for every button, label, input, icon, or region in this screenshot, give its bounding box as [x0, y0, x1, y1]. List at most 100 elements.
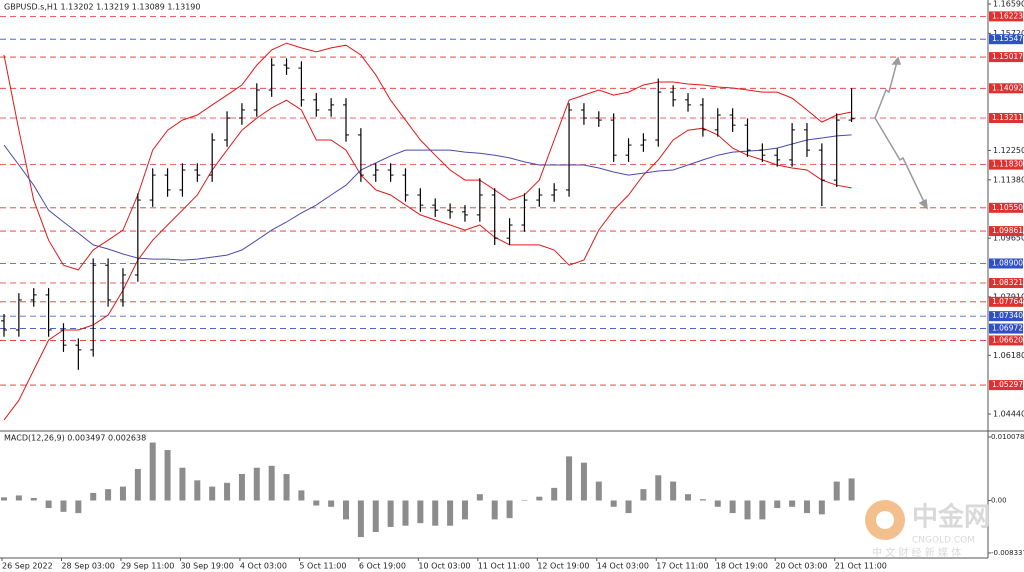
y-tick-label: 1.16590: [993, 0, 1024, 9]
x-tick-label: 14 Oct 03:00: [597, 562, 649, 571]
x-tick-label: 17 Oct 11:00: [656, 562, 708, 571]
macd-bar: [640, 489, 647, 501]
level-tag: [989, 278, 1023, 289]
arrow-head: [891, 56, 902, 65]
x-tick-label: 11 Oct 11:00: [478, 562, 530, 571]
y-tick-label: -0.008337: [991, 549, 1024, 557]
x-tick-label: 12 Oct 19:00: [537, 562, 589, 571]
level-tag: [989, 83, 1023, 94]
level-label: 1.09861: [992, 226, 1023, 235]
y-tick-label: 0.00: [991, 496, 1007, 504]
arrow-down: [874, 117, 928, 209]
level-label: 1.07764: [992, 297, 1023, 306]
y-tick-label: 1.09650: [993, 234, 1024, 243]
macd-title: MACD(12,26,9) 0.003497 0.002638: [4, 434, 146, 443]
x-tick-label: 4 Oct 03:00: [240, 562, 287, 571]
macd-bar: [447, 500, 454, 526]
watermark-tagline: 中 文 财 经 新 媒 体: [872, 546, 961, 559]
macd-bar: [164, 450, 171, 501]
macd-bar: [566, 456, 573, 501]
macd-bar: [328, 500, 335, 507]
level-tag: [989, 226, 1023, 237]
macd-bar: [491, 500, 498, 520]
macd-bar: [774, 500, 781, 509]
level-label: 1.08321: [992, 278, 1023, 287]
x-tick-label: 28 Sep 03:00: [61, 562, 114, 571]
level-tag: [989, 159, 1023, 170]
macd-bar: [179, 467, 186, 501]
x-tick-label: 30 Sep 19:00: [180, 562, 233, 571]
level-tag: [989, 323, 1023, 334]
macd-bar: [417, 500, 424, 524]
macd-bar: [580, 462, 587, 501]
macd-bar: [476, 494, 483, 501]
macd-bar: [699, 499, 706, 501]
macd-bar: [670, 481, 677, 501]
macd-bar: [134, 468, 141, 501]
macd-bar: [75, 500, 82, 514]
level-label: 1.08900: [992, 258, 1023, 267]
indicator-line: [3, 99, 852, 421]
macd-bar: [744, 500, 751, 520]
price-pane: [0, 15, 988, 421]
x-tick-label: 26 Sep 2022: [2, 562, 53, 571]
macd-bar: [298, 490, 305, 501]
macd-bar: [194, 480, 201, 501]
level-tag: [989, 113, 1023, 124]
y-tick-label: 1.15720: [993, 29, 1024, 38]
level-label: 1.15547: [992, 34, 1023, 43]
y-tick-label: 0.010078: [991, 433, 1024, 441]
macd-bar: [149, 442, 156, 501]
macd-bar: [610, 500, 617, 507]
watermark-logo-inner: [876, 511, 894, 529]
macd-bar: [625, 500, 632, 514]
level-label: 1.11830: [992, 160, 1023, 169]
macd-bar: [818, 500, 825, 515]
macd-bar: [759, 500, 766, 520]
y-tick-label: 1.06180: [993, 351, 1024, 360]
macd-bar: [402, 500, 409, 526]
macd-bar: [432, 500, 439, 526]
macd-bar: [357, 500, 364, 538]
macd-bar: [105, 489, 112, 501]
indicator-line: [3, 42, 852, 271]
level-tag: [989, 258, 1023, 269]
macd-bar: [551, 487, 558, 501]
chart-title: GBPUSD.s,H1 1.13202 1.13219 1.13089 1.13…: [4, 3, 200, 12]
x-tick-label: 20 Oct 03:00: [775, 562, 827, 571]
macd-bar: [1, 497, 7, 501]
level-label: 1.06620: [992, 335, 1023, 344]
level-label: 1.10550: [992, 203, 1023, 212]
macd-bar: [119, 486, 126, 501]
macd-bar: [833, 481, 840, 501]
level-label: 1.14092: [992, 83, 1023, 92]
macd-bar: [283, 474, 290, 501]
macd-bar: [729, 500, 736, 514]
y-tick-label: 1.12250: [993, 146, 1024, 155]
macd-bar: [536, 496, 543, 501]
x-tick-label: 5 Oct 11:00: [299, 562, 346, 571]
level-tag: [989, 296, 1023, 307]
level-label: 1.05297: [992, 380, 1023, 389]
level-label: 1.16223: [992, 11, 1023, 20]
macd-bar: [253, 467, 260, 501]
x-tick-label: 10 Oct 03:00: [418, 562, 470, 571]
macd-bar: [685, 494, 692, 501]
level-tag: [989, 202, 1023, 213]
watermark-name: 中金网: [912, 502, 990, 533]
macd-bar: [848, 478, 855, 501]
level-label: 1.06972: [992, 324, 1023, 333]
macd-bar: [789, 500, 796, 507]
macd-bar: [90, 492, 97, 501]
level-tag: [989, 11, 1023, 22]
macd-bar: [521, 500, 528, 501]
indicator-line: [3, 134, 852, 261]
x-tick-label: 18 Oct 19:00: [716, 562, 768, 571]
macd-bar: [268, 465, 275, 501]
level-label: 1.15017: [992, 52, 1023, 61]
level-tag: [989, 335, 1023, 346]
macd-bar: [60, 500, 67, 512]
